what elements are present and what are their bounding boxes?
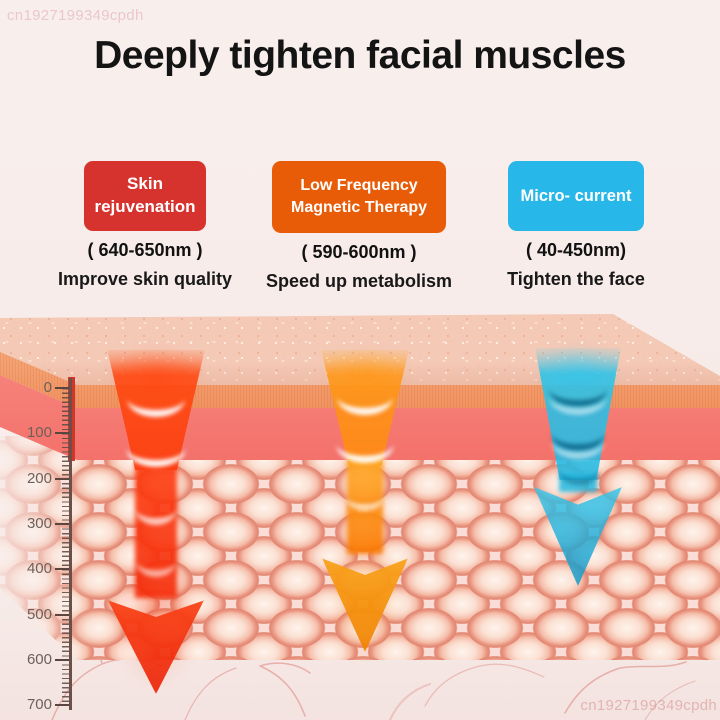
ruler-label: 600	[26, 651, 52, 668]
ruler-tick	[55, 614, 69, 616]
light-wave-arc	[336, 424, 394, 463]
badge-label-line: Skin	[127, 174, 163, 194]
light-wave-arc	[549, 378, 607, 415]
wavelength-label: ( 640-650nm )	[87, 240, 203, 260]
badge-label-line: Magnetic Therapy	[290, 199, 428, 216]
ruler-tick	[55, 523, 69, 525]
wavelength-label: ( 40-450nm)	[525, 240, 627, 260]
badge-label-line: Micro- current	[520, 186, 632, 205]
ruler-tick	[55, 387, 69, 389]
ruler-line	[69, 378, 72, 710]
feature-low-frequency-magnetic-therapy: Low Frequency Magnetic Therapy ( 590-600…	[239, 161, 479, 292]
ruler-tick	[55, 704, 69, 706]
watermark-bottom-right: cn1927199349cpdh	[580, 697, 717, 714]
feature-skin-rejuvenation: Skin rejuvenation ( 640-650nm ) Improve …	[25, 161, 265, 290]
benefit-label: Speed up metabolism	[265, 271, 453, 291]
red-light-beam	[88, 340, 224, 720]
ruler-label: 700	[26, 696, 52, 713]
light-wave-arc	[126, 428, 186, 467]
light-wave-arc	[337, 378, 393, 415]
ruler-minor-ticks	[62, 388, 69, 706]
ruler-label: 300	[26, 515, 52, 532]
light-wave-arc	[136, 546, 176, 577]
ruler-tick	[55, 568, 69, 570]
ruler-label: 100	[26, 424, 52, 441]
light-wave-arc	[135, 492, 177, 525]
ruler-label: 0	[43, 379, 52, 396]
magnetic-therapy-badge: Low Frequency Magnetic Therapy	[272, 161, 446, 233]
ruler-tick	[55, 659, 69, 661]
feature-micro-current: Micro- current ( 40-450nm) Tighten the f…	[456, 161, 696, 290]
blue-light-beam	[519, 338, 637, 698]
benefit-label: Tighten the face	[507, 269, 645, 289]
badge-label-line: Low Frequency	[300, 176, 418, 194]
ruler-label: 200	[26, 470, 52, 487]
badge-label-line: rejuvenation	[94, 197, 196, 216]
orange-light-beam	[306, 340, 424, 700]
light-wave-arc	[345, 480, 385, 511]
light-wave-arc	[127, 380, 185, 417]
benefit-label: Improve skin quality	[57, 269, 233, 289]
skin-rejuvenation-badge: Skin rejuvenation	[84, 161, 206, 231]
ruler-label: 400	[26, 560, 52, 577]
ruler-tick	[55, 432, 69, 434]
light-wave-arc	[558, 454, 600, 485]
watermark-top-left: cn1927199349cpdh	[7, 7, 144, 24]
ruler-tick	[55, 478, 69, 480]
wavelength-label: ( 590-600nm )	[301, 242, 417, 262]
page-title: Deeply tighten facial muscles	[94, 34, 626, 77]
ruler-label: 500	[26, 606, 52, 623]
micro-current-badge: Micro- current	[508, 161, 644, 231]
